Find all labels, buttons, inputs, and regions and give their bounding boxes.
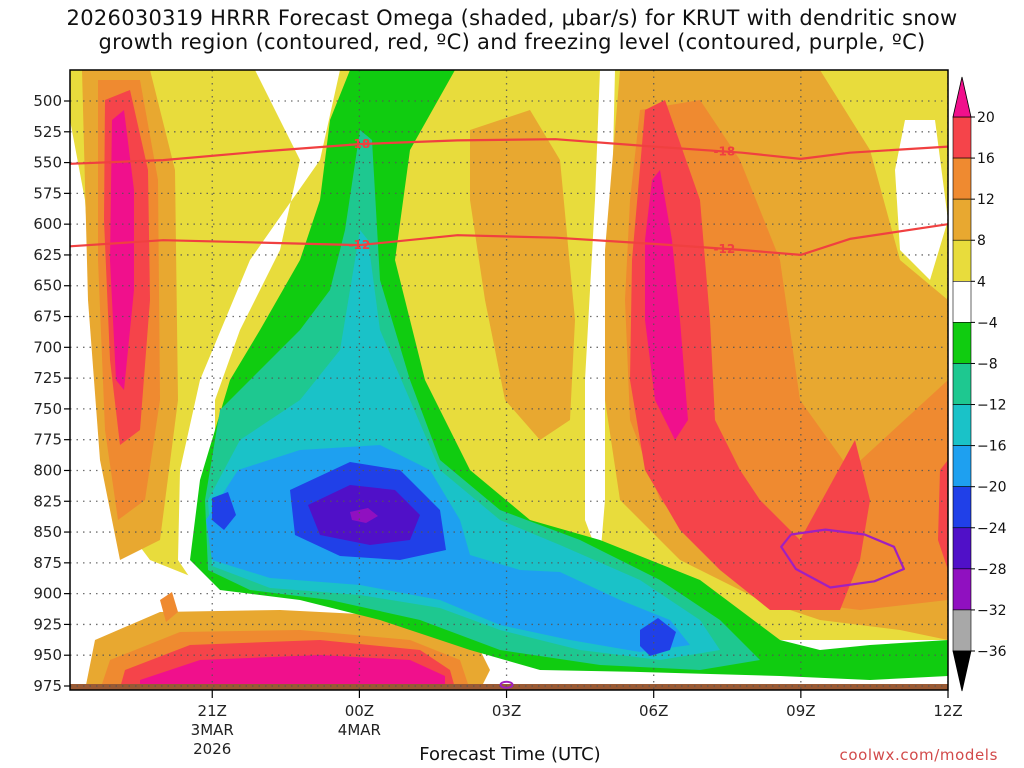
colorbar-band-6	[952, 363, 972, 405]
colorbar-band-10	[952, 527, 972, 570]
y-tick-label-800: 800	[33, 461, 62, 479]
y-tick-label-700: 700	[33, 338, 62, 356]
colorbar-label-7: −12	[977, 398, 1007, 414]
colorbar-top-arrow	[952, 76, 972, 118]
colorbar-label-4: 4	[977, 274, 986, 290]
x-tick-label-3: 06Z	[639, 702, 668, 720]
omega-field-white-3	[895, 120, 948, 280]
contour-line-2	[780, 528, 905, 589]
colorbar-label-0: 20	[977, 110, 995, 126]
x-axis-title: Forecast Time (UTC)	[419, 744, 601, 765]
freezing-level-bubble	[499, 680, 514, 689]
omega-field-magenta-late	[645, 170, 688, 440]
colorbar-band-5	[952, 322, 972, 364]
contour-label-1-1: -12	[713, 242, 735, 256]
colorbar-band-8	[952, 445, 972, 487]
colorbar-label-9: −20	[977, 480, 1007, 496]
colorbar-label-13: −36	[977, 644, 1007, 660]
colorbar-band-11	[952, 568, 972, 611]
colorbar-label-6: −8	[977, 356, 998, 372]
plot-frame	[69, 69, 949, 691]
omega-field-red-edge	[938, 460, 948, 570]
x-tick-label-4: 09Z	[786, 702, 815, 720]
x-tick-sublabel-year-0: 2026	[193, 740, 231, 758]
y-tick-label-725: 725	[33, 369, 62, 387]
y-tick-label-525: 525	[33, 123, 62, 141]
omega-field-blue-small	[212, 492, 236, 530]
colorbar-band-0	[952, 116, 972, 159]
omega-shading	[70, 70, 948, 690]
contour-line-1	[70, 223, 948, 256]
contour-line-0	[70, 138, 948, 165]
x-tick-label-0: 21Z	[198, 702, 227, 720]
y-tick-label-975: 975	[33, 677, 62, 695]
y-tick-label-625: 625	[33, 246, 62, 264]
x-tick-label-1: 00Z	[345, 702, 374, 720]
colorbar-label-10: −24	[977, 521, 1007, 537]
colorbar-band-4	[952, 281, 972, 323]
colorbar-band-12	[952, 609, 972, 652]
contour-label-0-0: -18	[349, 137, 371, 151]
colorbar: 20 16 12 8 4 −4 −8 −12 −16 −20 −24 −28 −32 −36	[952, 76, 1007, 692]
contour-label-0-1: -18	[713, 144, 735, 158]
colorbar-bottom-arrow	[952, 650, 972, 692]
colorbar-label-2: 12	[977, 192, 995, 208]
colorbar-label-1: 16	[977, 151, 995, 167]
chart-title-line-1: 2026030319 HRRR Forecast Omega (shaded, …	[66, 6, 958, 30]
x-tick-sublabel-date-1: 4MAR	[338, 721, 381, 739]
y-tick-label-650: 650	[33, 277, 62, 295]
x-tick-label-2: 03Z	[492, 702, 521, 720]
ground-surface	[70, 684, 948, 690]
omega-field-violet	[350, 508, 378, 523]
omega-field-red-late	[630, 100, 870, 610]
colorbar-band-1	[952, 157, 972, 200]
omega-field-red-dot	[160, 592, 178, 622]
colorbar-label-3: 8	[977, 233, 986, 249]
y-tick-label-750: 750	[33, 400, 62, 418]
chart-title: 2026030319 HRRR Forecast Omega (shaded, …	[0, 6, 1024, 54]
colorbar-band-7	[952, 404, 972, 446]
y-tick-label-600: 600	[33, 215, 62, 233]
colorbar-band-9	[952, 486, 972, 529]
colorbar-label-12: −32	[977, 603, 1007, 619]
y-tick-label-825: 825	[33, 492, 62, 510]
y-tick-label-500: 500	[33, 92, 62, 110]
y-tick-label-900: 900	[33, 585, 62, 603]
colorbar-band-3	[952, 239, 972, 282]
colorbar-band-2	[952, 198, 972, 241]
omega-field-blue-low	[640, 618, 676, 656]
y-tick-label-575: 575	[33, 184, 62, 202]
colorbar-label-5: −4	[977, 315, 998, 331]
contour-label-1-0: -12	[349, 238, 371, 252]
omega-field-white-2	[585, 70, 615, 560]
omega-field-orange-mid	[470, 110, 575, 440]
y-tick-label-675: 675	[33, 308, 62, 326]
y-tick-label-850: 850	[33, 523, 62, 541]
temperature-contours: -18 -18 -12 -12	[70, 137, 948, 689]
credit-text[interactable]: coolwx.com/models	[839, 746, 998, 764]
y-axis: 500 525 550 575 600 625 650 675 700 725 750 775 800 8…	[33, 92, 70, 695]
colorbar-label-8: −16	[977, 439, 1007, 455]
x-tick-sublabel-date-0: 3MAR	[191, 721, 234, 739]
omega-field-magenta-low	[140, 655, 445, 688]
y-tick-label-875: 875	[33, 554, 62, 572]
y-tick-label-550: 550	[33, 154, 62, 172]
chart-title-line-2: growth region (contoured, red, ºC) and f…	[98, 30, 926, 54]
colorbar-label-11: −28	[977, 562, 1007, 578]
y-tick-label-950: 950	[33, 646, 62, 664]
omega-field-magenta-early	[110, 110, 134, 390]
y-tick-label-775: 775	[33, 431, 62, 449]
y-tick-label-925: 925	[33, 615, 62, 633]
x-tick-label-5: 12Z	[933, 702, 962, 720]
